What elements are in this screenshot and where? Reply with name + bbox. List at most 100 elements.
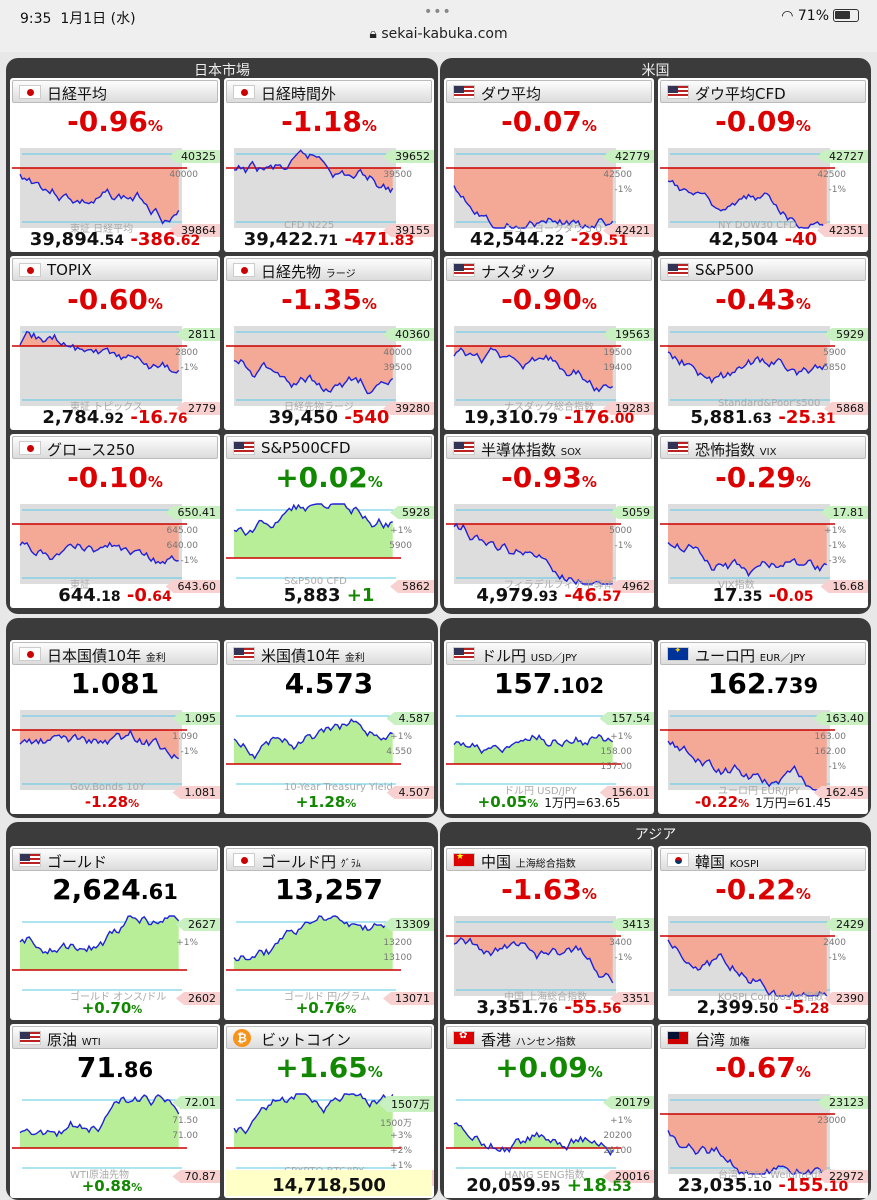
card-header: ドル円 USD／JPY <box>446 642 652 665</box>
low-tag: 42351 <box>817 224 868 237</box>
axis-tick-label: -1% <box>614 185 632 195</box>
market-card[interactable]: 日経先物 ラージ -1.35% 日経先物ラージ 40360 39280 40000 3950… <box>224 256 434 430</box>
card-title: TOPIX <box>47 261 92 279</box>
us-flag-icon <box>667 441 689 455</box>
change-percent: -1.63% <box>501 873 597 906</box>
chart-watermark: ゴールド オンス/ドル <box>70 992 167 1003</box>
intraday-chart <box>12 710 187 790</box>
change-percent: -0.43% <box>715 283 811 316</box>
change-percent: -0.29% <box>715 461 811 494</box>
axis-tick-label: 42500 <box>603 170 632 180</box>
url-bar[interactable]: 🔒︎ sekai-kabuka.com <box>369 26 508 42</box>
axis-tick-label: 5850 <box>823 363 846 373</box>
low-tag: 2390 <box>824 992 868 1005</box>
market-card[interactable]: 台湾 加権 -0.67% 台湾 TSEC Weighted指数 23123 22972 2… <box>658 1024 868 1198</box>
price-line <box>667 1130 828 1176</box>
chart-watermark: ナスダック総合指数 <box>504 402 594 413</box>
low-tag: 1.081 <box>172 786 220 799</box>
axis-tick-label: +1% <box>610 732 632 742</box>
intraday-chart <box>226 503 401 579</box>
market-card[interactable]: ゴールド円 ｸﾞﾗﾑ 13,257 ゴールド 円/グラム 13309 13071 1320… <box>224 846 434 1020</box>
chart-area <box>454 734 613 764</box>
market-card[interactable]: 香港 ハンセン指数 +0.09% HANG SENG指数 20179 20016 +1% 2… <box>444 1024 654 1198</box>
high-tag: 2627 <box>176 918 220 931</box>
axis-tick-label: +1% <box>390 732 412 742</box>
intraday-chart <box>660 710 835 791</box>
market-card[interactable]: 日経平均 -0.96% 東証 日経平均 40325 39864 40000 39,894.… <box>10 78 220 252</box>
high-tag: 19563 <box>603 328 654 341</box>
high-tag: 23123 <box>817 1096 868 1109</box>
market-card[interactable]: 米国債10年 金利 4.573 10-Year Treasury Yield 4.58… <box>224 640 434 814</box>
chart-watermark: ドル円 USD/JPY <box>504 786 577 797</box>
chart-area <box>668 524 827 576</box>
high-tag: 17.81 <box>820 506 868 519</box>
market-card[interactable]: ダウ平均CFD -0.09% NY DOW30 CFD 42727 42351 4250… <box>658 78 868 252</box>
chart-watermark: 東証 日経平均 <box>70 224 134 235</box>
low-tag: 156.01 <box>599 786 654 799</box>
card-title: 中国 上海総合指数 <box>481 853 576 871</box>
axis-tick-label: +2% <box>390 1146 412 1156</box>
price-line <box>453 522 613 586</box>
market-card[interactable]: 中国 上海総合指数 -1.63% 中国 上海総合指数 3413 3351 3400 -1% 3… <box>444 846 654 1020</box>
axis-tick-label: +1% <box>176 938 198 948</box>
high-tag: 4.587 <box>386 712 434 725</box>
axis-tick-label: +1% <box>390 1161 412 1171</box>
price-row: 23,035.10 -155.10 <box>677 1175 849 1196</box>
market-card[interactable]: 半導体指数 SOX -0.93% フィラデルフィア半導体 5059 4962 5000 -1… <box>444 434 654 608</box>
section-title: 米国 <box>641 63 670 79</box>
section-title: アジア <box>634 827 677 843</box>
current-value: 2,624.61 <box>52 873 178 906</box>
card-header: ダウ平均CFD <box>660 80 866 103</box>
market-card[interactable]: ドル円 USD／JPY 157.102 ドル円 USD/JPY 157.54 156.0… <box>444 640 654 814</box>
high-tag: 20179 <box>603 1096 654 1109</box>
change-percent: -0.07% <box>501 105 597 138</box>
current-value: 162.739 <box>707 667 819 700</box>
chart-watermark: Gov.Bonds 10Y <box>70 782 146 793</box>
intraday-chart <box>12 915 187 991</box>
market-card[interactable]: ゴールド 2,624.61 ゴールド オンス/ドル 2627 2602 +1% +0.70… <box>10 846 220 1020</box>
market-card[interactable]: 原油 WTI 71.86 WTI原油先物 72.01 70.87 71.50 71.00 +0… <box>10 1024 220 1198</box>
change-percent: +1.65% <box>275 1051 383 1084</box>
price-line <box>233 503 393 537</box>
axis-tick-label: -1% <box>828 762 846 772</box>
market-card[interactable]: 日経時間外 -1.18% CFD N225 39652 39155 39500 39,42… <box>224 78 434 252</box>
market-card[interactable]: 日本国債10年 金利 1.081 Gov.Bonds 10Y 1.095 1.081 1.… <box>10 640 220 814</box>
axis-tick-label: +1% <box>610 1116 632 1126</box>
market-card[interactable]: ユーロ円 EUR／JPY 162.739 ユーロ円 EUR/JPY 163.40 162… <box>658 640 868 814</box>
card-header: 日経時間外 <box>226 80 432 103</box>
change-percent: -0.67% <box>715 1051 811 1084</box>
card-header: ユーロ円 EUR／JPY <box>660 642 866 665</box>
market-card[interactable]: ₿ビットコイン +1.65%CRYPTO BTC/JPY1507万1436万15… <box>224 1024 434 1198</box>
market-card[interactable]: S&P500 -0.43% Standard&Poor's500 5929 5868 5… <box>658 256 868 430</box>
price-row: 4,979.93 -46.57 <box>476 585 622 606</box>
intraday-chart <box>446 916 621 996</box>
price-row: 39,450 -540 <box>268 407 390 428</box>
price-row: 644.18 -0.64 <box>58 585 172 606</box>
low-tag: 13071 <box>383 992 434 1005</box>
market-card[interactable]: グロース250 -0.10% 東証 650.41 643.60 645.00 640.00… <box>10 434 220 608</box>
market-card[interactable]: ダウ平均 -0.07% ニューヨークダウ３０ 42779 42421 42500 -1% 4… <box>444 78 654 252</box>
intraday-chart <box>446 504 621 586</box>
chart-area <box>234 504 393 558</box>
high-tag: 1.095 <box>172 712 220 725</box>
market-card[interactable]: ナスダック -0.90% ナスダック総合指数 19563 19283 19500 1940… <box>444 256 654 430</box>
card-title: ナスダック <box>481 263 557 281</box>
jp-flag-icon <box>233 85 255 99</box>
market-card[interactable]: 恐怖指数 VIX -0.29% VIX指数 17.81 16.68 +1% -1% -3% 17… <box>658 434 868 608</box>
change-percent: -0.90% <box>501 283 597 316</box>
market-card[interactable]: TOPIX -0.60% 東証 トピックス 2811 2779 2800 -1% 2,784… <box>10 256 220 430</box>
chart-area <box>234 719 393 764</box>
price-row: 14,718,500 <box>272 1175 386 1196</box>
chart-area <box>234 150 393 193</box>
more-dots-icon[interactable]: ••• <box>424 4 452 20</box>
axis-tick-label: 20100 <box>603 1146 632 1156</box>
hk-flag-icon <box>453 1030 475 1045</box>
axis-tick-label: -1% <box>828 541 846 551</box>
low-tag: 39155 <box>383 224 434 237</box>
market-card[interactable]: S&P500CFD +0.02% S&P500 CFD 5928 5862 +1% 590… <box>224 434 434 608</box>
intraday-chart <box>446 1099 621 1169</box>
card-header: 韓国 KOSPI <box>660 848 866 871</box>
market-card[interactable]: 韓国 KOSPI -0.22% KOSPI Composite指数 2429 2390 2… <box>658 846 868 1020</box>
low-tag: 162.45 <box>813 786 868 799</box>
chart-watermark: 10-Year Treasury Yield <box>284 782 393 793</box>
